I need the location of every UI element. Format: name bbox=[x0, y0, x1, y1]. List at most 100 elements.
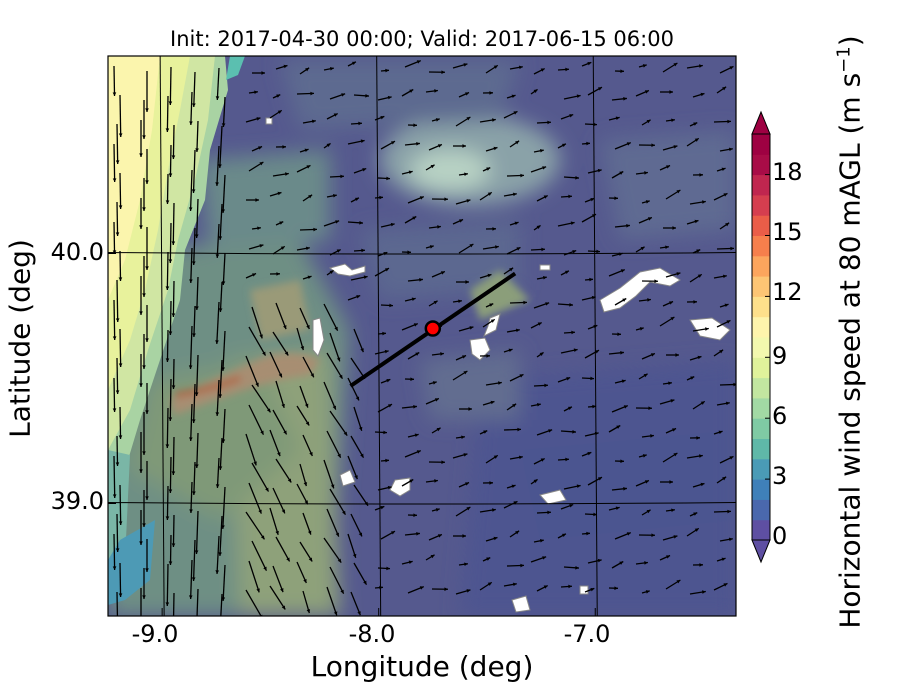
wind-vector-head bbox=[494, 245, 499, 249]
wind-vector-head bbox=[277, 191, 282, 196]
wind-vector-head bbox=[640, 246, 645, 251]
wind-vector bbox=[216, 223, 220, 258]
wind-vector-head bbox=[258, 509, 262, 514]
wind-vector-head bbox=[647, 298, 651, 302]
wind-vector-head bbox=[669, 480, 673, 484]
wind-vector-head bbox=[490, 319, 495, 323]
colorbar-tick-18: 18 bbox=[772, 158, 803, 186]
wind-vector-head bbox=[590, 376, 594, 381]
wind-vector-head bbox=[539, 538, 544, 543]
wind-vector bbox=[166, 173, 169, 205]
wind-vector-head bbox=[626, 532, 631, 536]
wind-vector-head bbox=[690, 376, 695, 380]
wind-vector bbox=[350, 435, 365, 458]
wind-vector-head bbox=[171, 155, 176, 159]
wind-vector-head bbox=[483, 430, 488, 434]
wind-vector-head bbox=[597, 477, 602, 481]
wind-vector-head bbox=[515, 328, 520, 333]
wind-vector-head bbox=[587, 451, 592, 456]
wind-vector-head bbox=[118, 277, 123, 281]
wind-vector bbox=[169, 66, 172, 106]
wind-vector-head bbox=[461, 435, 465, 440]
colorbar-bin bbox=[752, 255, 770, 277]
wind-vector-head bbox=[621, 379, 626, 383]
wind-vector-head bbox=[171, 385, 176, 389]
wind-vector-head bbox=[115, 160, 120, 164]
wind-vector-head bbox=[487, 273, 492, 278]
wind-vector-head bbox=[699, 563, 703, 567]
wind-vector bbox=[169, 456, 172, 494]
wind-vector-head bbox=[511, 94, 516, 99]
wind-vector-head bbox=[215, 570, 220, 574]
wind-vector-head bbox=[300, 346, 305, 351]
wind-vector-head bbox=[597, 558, 602, 563]
wind-vector-head bbox=[165, 358, 170, 362]
colorbar-extend-top bbox=[751, 110, 771, 135]
wind-vector-head bbox=[650, 434, 654, 438]
wind-vector-head bbox=[303, 579, 307, 584]
wind-vectors bbox=[112, 60, 736, 628]
wind-vector-head bbox=[620, 350, 624, 355]
wind-vector-head bbox=[192, 333, 196, 337]
wind-vector bbox=[275, 458, 292, 483]
wind-vector-head bbox=[464, 562, 468, 567]
wind-vector-head bbox=[142, 365, 146, 369]
wind-vector-head bbox=[572, 250, 577, 254]
wind-vector-head bbox=[390, 531, 395, 535]
wind-vector-head bbox=[519, 374, 524, 378]
wind-vector-head bbox=[644, 561, 648, 565]
wind-vector-head bbox=[407, 250, 411, 255]
wind-vector-head bbox=[694, 138, 699, 142]
wind-vector-head bbox=[565, 457, 569, 462]
wind-vector bbox=[326, 430, 342, 459]
wind-vector bbox=[248, 560, 260, 593]
wind-vector bbox=[329, 488, 347, 516]
wind-vector bbox=[169, 222, 172, 264]
wind-vector-head bbox=[543, 585, 548, 589]
colorbar-label-close: ) bbox=[833, 35, 867, 47]
wind-vector bbox=[116, 435, 119, 467]
wind-vector bbox=[189, 559, 193, 599]
wind-vector-head bbox=[333, 113, 338, 117]
wind-vector-head bbox=[218, 308, 223, 312]
wind-vector-head bbox=[335, 532, 340, 537]
wind-vector-head bbox=[287, 478, 292, 483]
wind-vector-head bbox=[310, 373, 314, 378]
wind-vector bbox=[119, 172, 122, 210]
wind-vector bbox=[269, 585, 286, 610]
wind-vector-head bbox=[492, 227, 496, 231]
wind-vector-head bbox=[284, 351, 289, 356]
wind-vector-head bbox=[139, 153, 143, 157]
wind-vector bbox=[275, 380, 285, 408]
wind-vector-head bbox=[362, 168, 367, 172]
wind-vector-head bbox=[547, 120, 551, 125]
wind-vector bbox=[119, 562, 122, 598]
wind-vector-head bbox=[434, 398, 439, 402]
wind-vector-head bbox=[675, 353, 679, 357]
wind-vector-head bbox=[491, 508, 496, 512]
wind-vector-head bbox=[385, 68, 389, 73]
wind-vector-head bbox=[219, 624, 223, 628]
wind-vector-head bbox=[387, 485, 392, 490]
wind-vector-head bbox=[218, 394, 223, 398]
wind-vector-head bbox=[385, 458, 389, 463]
wind-vector-head bbox=[533, 89, 538, 93]
wind-vector-head bbox=[670, 316, 675, 321]
wind-vector-head bbox=[704, 327, 709, 331]
wind-vector-head bbox=[112, 336, 117, 340]
colorbar-bin bbox=[752, 458, 770, 480]
wind-vector-head bbox=[486, 354, 490, 358]
wind-vector-head bbox=[281, 509, 285, 514]
wind-vector bbox=[302, 590, 310, 614]
wind-vector-head bbox=[260, 430, 264, 435]
wind-vector-head bbox=[118, 133, 123, 137]
wind-vector bbox=[329, 566, 345, 595]
wind-vector bbox=[119, 328, 122, 368]
wind-vector-head bbox=[614, 586, 618, 591]
wind-vector bbox=[116, 123, 119, 165]
wind-vector bbox=[219, 437, 223, 470]
wind-vector-head bbox=[263, 566, 267, 571]
wind-vector-head bbox=[489, 303, 494, 307]
wind-vector-head bbox=[142, 207, 146, 211]
wind-vector-head bbox=[586, 531, 590, 536]
